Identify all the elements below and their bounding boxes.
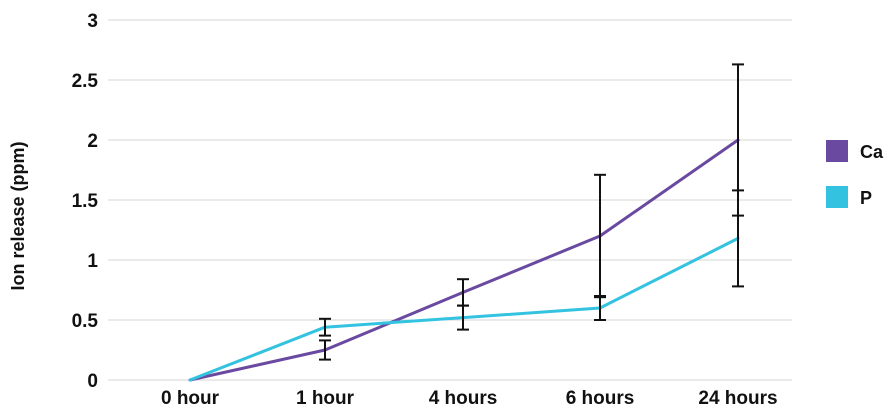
x-tick-label: 4 hours	[429, 388, 498, 409]
y-tick-label: 3	[87, 11, 98, 32]
y-tick-label: 0	[87, 371, 98, 392]
y-tick-label: 0.5	[72, 311, 99, 332]
x-tick-label: 24 hours	[698, 388, 777, 409]
y-tick-label: 2.5	[72, 71, 99, 92]
x-tick-label: 6 hours	[566, 388, 635, 409]
error-bar-ca	[457, 278, 469, 307]
y-tick-label: 1.5	[72, 191, 99, 212]
grid-lines	[108, 19, 792, 381]
y-tick-label: 2	[87, 131, 98, 152]
data-point-p	[188, 378, 192, 382]
legend: Ca P	[826, 140, 884, 208]
error-bar-ca	[319, 339, 331, 361]
error-bar-ca	[594, 173, 606, 299]
error-bars	[319, 63, 744, 361]
error-bar-p	[319, 317, 331, 337]
error-bar-p	[457, 304, 469, 331]
legend-label-ca: Ca	[860, 142, 884, 162]
error-bar-p	[594, 295, 606, 321]
x-tick-label: 0 hour	[161, 388, 220, 409]
legend-label-p: P	[860, 188, 872, 208]
y-axis-title: Ion release (ppm)	[8, 141, 28, 290]
error-bar-p	[732, 189, 744, 288]
legend-swatch-p	[826, 186, 848, 208]
x-axis-ticks: 0 hour 1 hour 4 hours 6 hours 24 hours	[161, 388, 778, 409]
x-tick-label: 1 hour	[296, 388, 355, 409]
y-tick-label: 1	[87, 251, 98, 272]
y-axis-ticks: 0 0.5 1 1.5 2 2.5 3	[72, 11, 99, 392]
legend-swatch-ca	[826, 140, 848, 162]
